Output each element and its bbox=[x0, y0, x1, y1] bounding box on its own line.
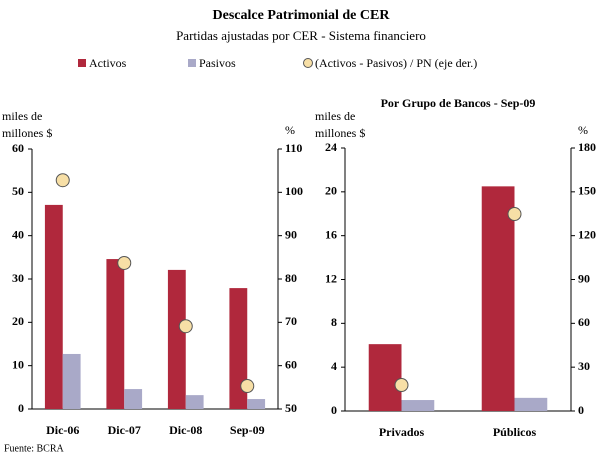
y2-tick-label: 50 bbox=[285, 401, 297, 415]
legend-marker bbox=[188, 59, 196, 67]
bar bbox=[62, 353, 81, 409]
y-tick-label: 20 bbox=[12, 314, 24, 328]
y2-axis-label: % bbox=[578, 123, 588, 137]
bar bbox=[368, 344, 402, 411]
bar bbox=[185, 395, 204, 409]
y2-tick-label: 90 bbox=[285, 227, 297, 241]
point bbox=[240, 379, 255, 394]
y2-axis-label: % bbox=[285, 123, 295, 137]
y-axis-label: miles de millones $ bbox=[315, 109, 366, 140]
y-tick-label: 4 bbox=[331, 359, 337, 373]
y-tick-label: 12 bbox=[325, 271, 337, 285]
y2-tick-label: 60 bbox=[578, 315, 590, 329]
x-tick-label: Privados bbox=[379, 425, 425, 439]
point bbox=[507, 207, 522, 222]
y-tick-label: 30 bbox=[12, 271, 24, 285]
bar bbox=[44, 204, 63, 409]
y-tick-label: 40 bbox=[12, 227, 24, 241]
y-tick-label: 20 bbox=[325, 184, 337, 198]
y2-tick-label: 110 bbox=[285, 141, 302, 155]
bar bbox=[106, 259, 125, 409]
y-tick-label: 0 bbox=[331, 403, 337, 417]
y-tick-label: 50 bbox=[12, 184, 24, 198]
bar bbox=[514, 397, 548, 411]
y2-tick-label: 60 bbox=[285, 357, 297, 371]
y-tick-label: 10 bbox=[12, 357, 24, 371]
x-tick-label: Dic-06 bbox=[46, 423, 79, 437]
y-tick-label: 24 bbox=[325, 140, 337, 154]
y-tick-label: 0 bbox=[18, 401, 24, 415]
point bbox=[55, 173, 70, 188]
x-tick-label: Dic-07 bbox=[108, 423, 141, 437]
y-axis-label: miles de millones $ bbox=[2, 109, 53, 140]
x-tick-label: Dic-08 bbox=[169, 423, 202, 437]
bar bbox=[124, 389, 143, 409]
y2-tick-label: 90 bbox=[578, 271, 590, 285]
y2-tick-label: 120 bbox=[578, 227, 596, 241]
bar bbox=[401, 400, 435, 411]
x-tick-label: Públicos bbox=[493, 425, 537, 439]
y-tick-label: 8 bbox=[331, 315, 337, 329]
source: Fuente: BCRA bbox=[4, 443, 65, 454]
y2-tick-label: 180 bbox=[578, 140, 596, 154]
y2-tick-label: 0 bbox=[578, 403, 584, 417]
y2-tick-label: 30 bbox=[578, 359, 590, 373]
bar bbox=[167, 269, 186, 409]
subtitle: Partidas ajustadas por CER - Sistema fin… bbox=[176, 28, 426, 43]
bar bbox=[247, 399, 266, 409]
y2-tick-label: 70 bbox=[285, 314, 297, 328]
y-tick-label: 60 bbox=[12, 141, 24, 155]
y-tick-label: 16 bbox=[325, 227, 337, 241]
x-tick-label: Sep-09 bbox=[230, 423, 265, 437]
bar bbox=[481, 186, 515, 411]
y2-tick-label: 150 bbox=[578, 184, 596, 198]
legend-label: Activos bbox=[89, 56, 127, 70]
point bbox=[178, 319, 193, 334]
legend-marker bbox=[303, 58, 313, 68]
title: Descalce Patrimonial de CER bbox=[213, 8, 391, 23]
point bbox=[394, 377, 409, 392]
chart-title: Por Grupo de Bancos - Sep-09 bbox=[381, 96, 536, 110]
y2-tick-label: 100 bbox=[285, 184, 303, 198]
legend-label: (Activos - Pasivos) / PN (eje der.) bbox=[315, 56, 477, 70]
bar bbox=[229, 288, 248, 409]
legend-marker bbox=[78, 59, 86, 67]
point bbox=[117, 255, 132, 270]
legend-label: Pasivos bbox=[199, 56, 236, 70]
y2-tick-label: 80 bbox=[285, 271, 297, 285]
